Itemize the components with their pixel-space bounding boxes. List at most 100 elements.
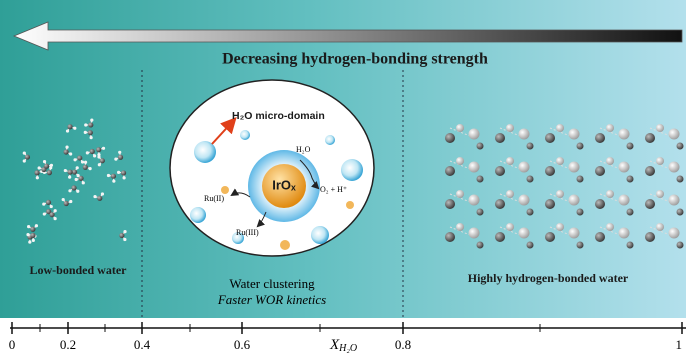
oxygen (49, 212, 54, 217)
hydrogen (86, 151, 89, 154)
oxygen (569, 228, 580, 239)
oxygen (669, 228, 680, 239)
oxygen (595, 133, 605, 143)
hydrogen (556, 223, 564, 231)
oxygen (519, 195, 530, 206)
hydrogen (677, 209, 684, 216)
hydrogen (114, 158, 117, 161)
hydrogen (627, 143, 634, 150)
hydrogen (81, 160, 84, 163)
oxygen (469, 228, 480, 239)
region-label: Water clustering (229, 276, 315, 291)
oxygen (67, 170, 72, 175)
oxygen (645, 133, 655, 143)
hydrogen (73, 158, 76, 161)
tick-label: 0.8 (395, 337, 411, 352)
particle (346, 201, 354, 209)
oxygen (71, 185, 76, 190)
hydrogen (90, 136, 93, 139)
hydrogen (117, 171, 120, 174)
hydrogen (98, 163, 101, 166)
hydrogen (90, 118, 93, 121)
hydrogen (656, 157, 664, 165)
inset: IrOₓ H₂O micro-domain H₂O O₂ + H⁺ Ru(II)… (170, 80, 374, 256)
oxygen (519, 129, 530, 140)
hydrogen (506, 223, 514, 231)
hydrogen (62, 198, 65, 201)
bubble (240, 130, 250, 140)
oxygen (34, 170, 39, 175)
oxygen (64, 201, 69, 206)
ru2: Ru(II) (204, 194, 224, 203)
tick-label: 1 (676, 337, 683, 352)
oxygen (119, 233, 124, 238)
hydrogen (527, 209, 534, 216)
core-label: IrOₓ (272, 177, 296, 192)
hydrogen (456, 157, 464, 165)
region-sublabel: Faster WOR kinetics (217, 292, 326, 307)
hydrogen (88, 167, 91, 170)
hydrogen (112, 180, 115, 183)
oxygen (469, 162, 480, 173)
oxygen (63, 149, 68, 154)
hydrogen (627, 242, 634, 249)
bubble (190, 207, 206, 223)
hydrogen (577, 209, 584, 216)
hydrogen (73, 127, 76, 130)
title: Decreasing hydrogen-bonding strength (222, 51, 488, 68)
hydrogen (527, 176, 534, 183)
hydrogen (477, 209, 484, 216)
hydrogen (123, 238, 126, 241)
oxygen (545, 199, 555, 209)
hydrogen (556, 190, 564, 198)
oxygen (519, 228, 530, 239)
hydrogen (506, 190, 514, 198)
oxygen (495, 232, 505, 242)
oxygen (619, 195, 630, 206)
hydrogen (54, 217, 57, 220)
hydrogen (606, 223, 614, 231)
hydrogen (84, 131, 87, 134)
oxygen (47, 170, 52, 175)
oxygen (595, 166, 605, 176)
oxygen (46, 200, 51, 205)
hydrogen (76, 190, 79, 193)
hydrogen (54, 209, 57, 212)
oxygen (495, 133, 505, 143)
oxygen (83, 165, 88, 170)
hydrogen (477, 143, 484, 150)
hydrogen (506, 124, 514, 132)
oxygen (88, 122, 93, 127)
hydrogen (656, 190, 664, 198)
hydrogen (627, 209, 634, 216)
oxygen (595, 232, 605, 242)
hydrogen (43, 160, 46, 163)
oxygen (445, 199, 455, 209)
hydrogen (77, 174, 80, 177)
oxygen (545, 133, 555, 143)
oxygen (30, 233, 35, 238)
oxygen (569, 195, 580, 206)
oxygen (44, 164, 49, 169)
oxygen (569, 162, 580, 173)
particle (280, 240, 290, 250)
hydrogen (677, 176, 684, 183)
hydrogen (28, 240, 31, 243)
hydrogen (527, 242, 534, 249)
bubble (341, 159, 363, 181)
hydrogen (606, 190, 614, 198)
oxygen (445, 133, 455, 143)
hydrogen (527, 143, 534, 150)
hydrogen (32, 239, 35, 242)
hydrogen (23, 152, 26, 155)
oxygen (595, 199, 605, 209)
oxygen (30, 227, 35, 232)
hydrogen (76, 166, 79, 169)
hydrogen (35, 224, 38, 227)
axis-subscript: H₂O (338, 343, 357, 353)
hydrogen (577, 143, 584, 150)
oxygen (669, 195, 680, 206)
hydrogen (68, 175, 71, 178)
hydrogen (69, 152, 72, 155)
